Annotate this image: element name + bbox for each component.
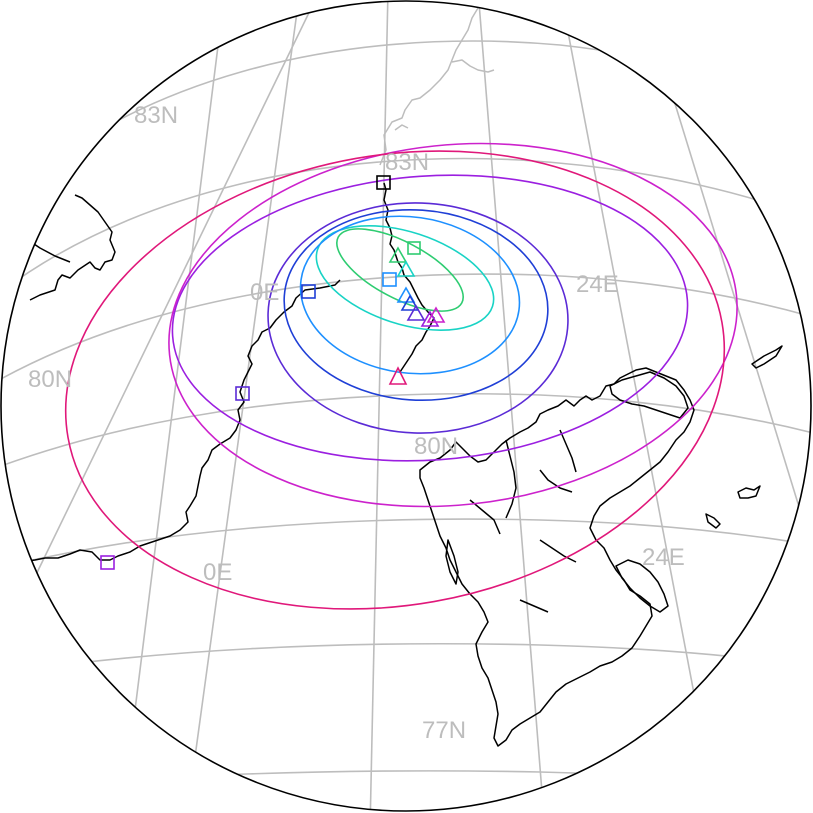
- label-24e-lower: 24E: [642, 544, 685, 571]
- triangle-marker-8: [388, 366, 408, 385]
- nordaustlandet-island: [609, 371, 689, 419]
- longitude-line-24e: [559, 1, 721, 811]
- ellipse-5: [267, 202, 569, 434]
- ellipse-7: [168, 142, 738, 508]
- kong-karls-land-island: [705, 513, 721, 529]
- longitude-line-8e: [369, 1, 389, 811]
- north-coastline-gray: [379, 7, 495, 166]
- svalbard-west-spitsbergen: [419, 367, 695, 747]
- latitude-line-83n: [1, 157, 811, 301]
- drift-track: [383, 182, 435, 373]
- label-77n: 77N: [422, 717, 466, 744]
- triangle-marker-6: [420, 310, 440, 327]
- latitude-line-80n: [1, 392, 811, 471]
- uncertainty-ellipses: [64, 142, 738, 610]
- triangle-marker-4: [400, 294, 420, 311]
- square-markers: [100, 175, 421, 570]
- latitude-line-76n: [1, 770, 811, 791]
- latitude-line-78n: [1, 518, 811, 571]
- ellipse-1: [336, 228, 464, 312]
- latitude-line-77n: [1, 642, 811, 676]
- ellipse-3: [299, 215, 521, 375]
- triangle-marker-5: [406, 304, 426, 321]
- barentsoya-island: [615, 559, 669, 613]
- svalbard-coastline: [419, 345, 783, 747]
- label-80n-center: 80N: [414, 433, 458, 460]
- grid-labels: 83N 83N 80N 80N 77N 0E 0E 24E 24E: [28, 102, 685, 744]
- square-marker-1: [376, 175, 391, 190]
- kvitoya-island: [737, 485, 761, 499]
- label-0e-upper: 0E: [250, 279, 279, 306]
- square-marker-2: [407, 241, 421, 255]
- svalbard-fjord-1: [505, 429, 577, 519]
- small-island-ne: [751, 345, 783, 369]
- triangle-markers: [388, 246, 446, 385]
- triangle-marker-2: [396, 260, 416, 277]
- square-marker-3: [382, 272, 397, 287]
- ellipse-8: [64, 150, 726, 610]
- triangle-marker-7: [426, 306, 446, 323]
- ellipse-6: [171, 174, 689, 462]
- ellipse-4: [283, 208, 549, 402]
- ellipse-2: [315, 225, 495, 331]
- greenland-east-coastline: [1, 279, 341, 566]
- latitude-line-82n: [1, 273, 811, 386]
- label-80n-left: 80N: [28, 366, 72, 393]
- prins-karls-forland: [445, 539, 459, 585]
- square-marker-5: [235, 386, 250, 401]
- square-marker-6: [100, 555, 115, 570]
- label-83n-left: 83N: [134, 102, 178, 129]
- svalbard-fjord-2: [469, 499, 577, 613]
- triangle-marker-1: [388, 246, 408, 263]
- label-0e-lower: 0E: [203, 559, 232, 586]
- longitude-line-w1: [119, 1, 226, 811]
- label-24e-upper: 24E: [576, 271, 619, 298]
- longitude-line-16e: [477, 1, 546, 811]
- longitude-line-0e: [184, 1, 301, 811]
- square-marker-4: [301, 284, 316, 299]
- label-83n-center: 83N: [385, 149, 429, 176]
